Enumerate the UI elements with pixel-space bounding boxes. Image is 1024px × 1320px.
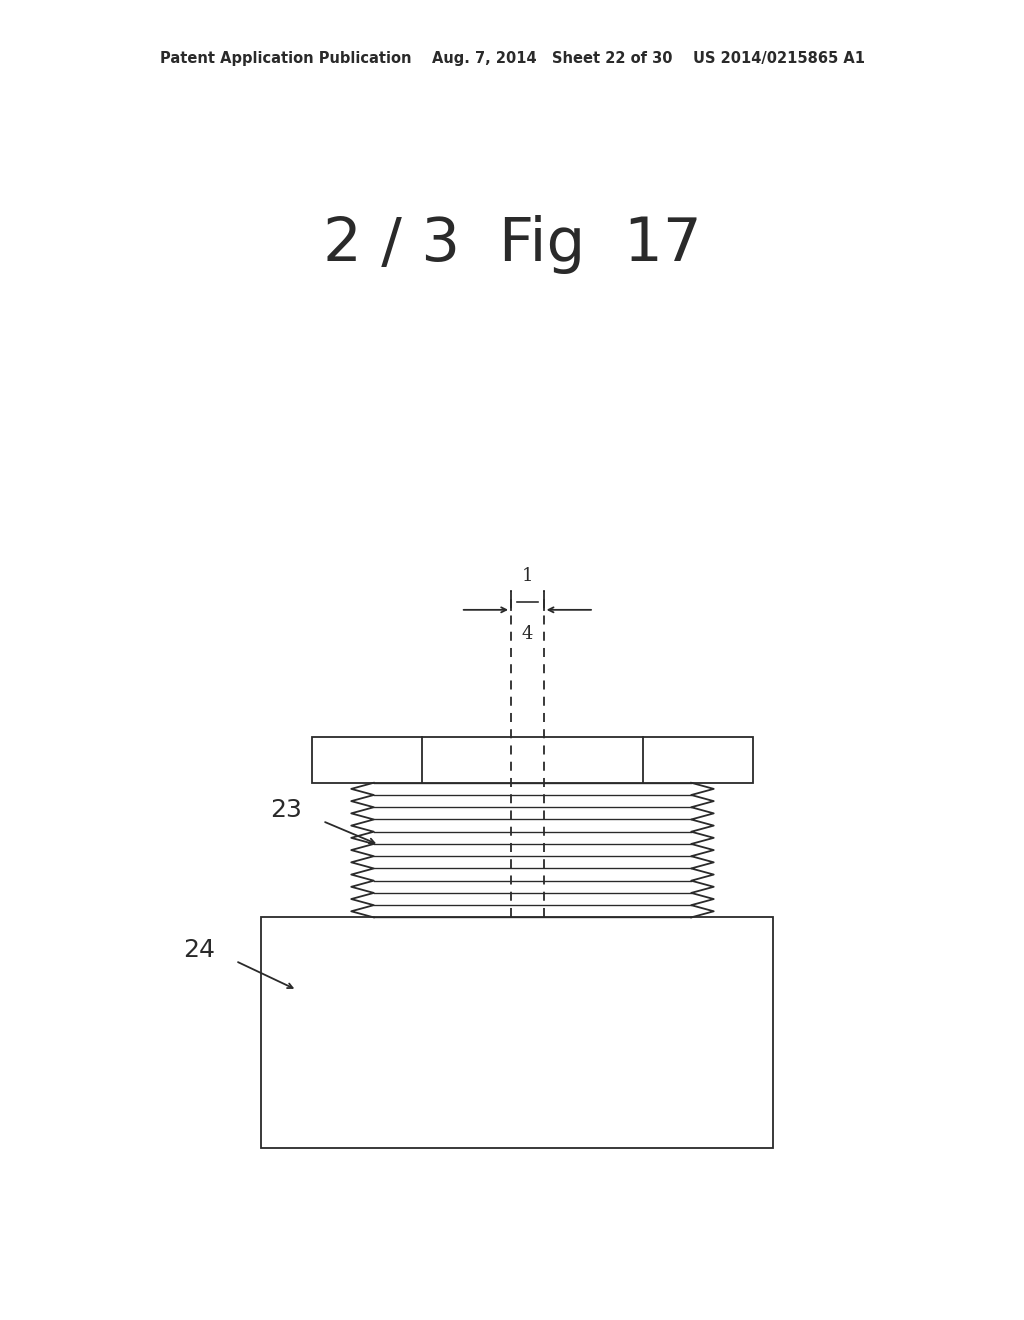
Text: 24: 24 bbox=[183, 939, 215, 962]
Text: Patent Application Publication    Aug. 7, 2014   Sheet 22 of 30    US 2014/02158: Patent Application Publication Aug. 7, 2… bbox=[160, 50, 864, 66]
Bar bbox=[312, 737, 753, 783]
Text: 4: 4 bbox=[521, 624, 534, 643]
Text: 1: 1 bbox=[521, 566, 534, 585]
Text: 23: 23 bbox=[270, 799, 302, 822]
Text: 2 / 3  Fig  17: 2 / 3 Fig 17 bbox=[323, 215, 701, 273]
Bar bbox=[261, 917, 773, 1148]
